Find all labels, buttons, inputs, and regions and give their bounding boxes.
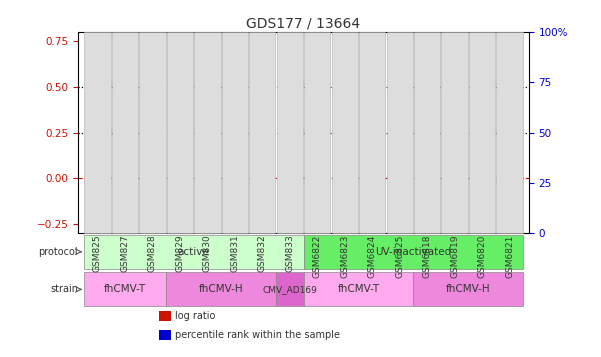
Text: UV-inactivated: UV-inactivated (375, 247, 451, 257)
Point (395, 124, 404, 129)
FancyBboxPatch shape (359, 32, 385, 233)
Text: protocol: protocol (38, 247, 78, 257)
FancyBboxPatch shape (414, 32, 441, 233)
FancyBboxPatch shape (84, 272, 166, 306)
FancyBboxPatch shape (276, 32, 303, 233)
FancyBboxPatch shape (386, 32, 413, 233)
Point (477, 85, 487, 91)
Point (367, 116, 377, 121)
Bar (503, 136, 516, 178)
Text: fhCMV-T: fhCMV-T (104, 285, 146, 295)
Point (257, 124, 267, 129)
Bar (173, 125, 187, 178)
Bar (338, 178, 352, 233)
FancyBboxPatch shape (194, 32, 221, 233)
Text: strain: strain (50, 285, 78, 295)
FancyBboxPatch shape (166, 32, 193, 233)
FancyBboxPatch shape (139, 32, 165, 233)
Bar (118, 105, 132, 178)
Point (175, 140, 185, 145)
FancyBboxPatch shape (332, 32, 358, 233)
Text: log ratio: log ratio (175, 311, 215, 321)
Bar (310, 54, 324, 178)
Bar (283, 101, 297, 178)
FancyBboxPatch shape (249, 32, 275, 233)
Bar (201, 124, 214, 178)
Bar (475, 50, 489, 178)
FancyBboxPatch shape (84, 235, 304, 269)
Text: fhCMV-H: fhCMV-H (446, 285, 491, 295)
Text: CMV_AD169: CMV_AD169 (262, 285, 317, 294)
Point (147, 170, 157, 176)
Text: fhCMV-T: fhCMV-T (337, 285, 380, 295)
Point (423, 116, 432, 121)
Text: active: active (178, 247, 209, 257)
Bar (255, 122, 269, 178)
FancyBboxPatch shape (276, 272, 304, 306)
Bar (145, 158, 159, 178)
Bar (420, 114, 434, 178)
FancyBboxPatch shape (304, 32, 331, 233)
FancyBboxPatch shape (496, 32, 523, 233)
Point (93, 140, 102, 145)
FancyBboxPatch shape (442, 32, 468, 233)
FancyBboxPatch shape (112, 32, 138, 233)
Bar (228, 94, 242, 178)
Bar (365, 118, 379, 178)
Text: fhCMV-H: fhCMV-H (199, 285, 243, 295)
FancyBboxPatch shape (222, 32, 248, 233)
FancyBboxPatch shape (469, 32, 495, 233)
FancyBboxPatch shape (304, 272, 413, 306)
Point (505, 132, 514, 137)
Point (285, 117, 294, 123)
Point (450, 110, 460, 115)
FancyBboxPatch shape (84, 32, 111, 233)
Title: GDS177 / 13664: GDS177 / 13664 (246, 17, 361, 31)
Point (230, 136, 240, 141)
Point (340, 194, 350, 200)
Bar (159, 311, 171, 321)
Point (313, 65, 322, 71)
Point (120, 144, 130, 150)
Bar (393, 134, 406, 178)
Text: percentile rank within the sample: percentile rank within the sample (175, 330, 340, 340)
FancyBboxPatch shape (304, 235, 523, 269)
Bar (448, 160, 462, 178)
FancyBboxPatch shape (166, 272, 276, 306)
Bar (159, 330, 171, 340)
FancyBboxPatch shape (413, 272, 523, 306)
Point (203, 132, 212, 137)
Bar (91, 131, 104, 178)
